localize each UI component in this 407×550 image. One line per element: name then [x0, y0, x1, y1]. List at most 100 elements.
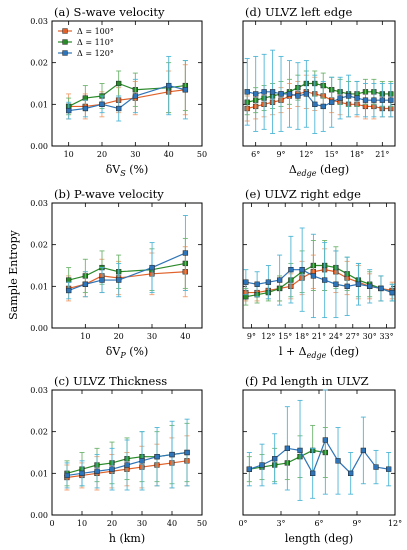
y-tick-label: 0.02 [30, 59, 48, 68]
series-d120 [66, 55, 189, 122]
legend-label: Δ = 100° [77, 27, 114, 36]
x-tick-label: 0 [49, 519, 54, 528]
data-point [269, 89, 276, 95]
panel-title: (f) Pd length in ULVZ [245, 374, 369, 388]
legend-marker [62, 39, 68, 45]
data-point [286, 91, 293, 97]
x-axis-label-main: length (deg) [285, 532, 353, 545]
data-point [378, 285, 384, 292]
x-axis-label: δVS (%) [106, 163, 149, 178]
y-tick-label: 0.01 [30, 282, 48, 291]
series-line [247, 91, 391, 108]
data-point [295, 93, 301, 99]
data-point [367, 283, 373, 289]
x-tick-label: 20 [97, 150, 107, 159]
series-d110 [244, 70, 394, 116]
y-tick-label: 0.02 [30, 241, 48, 250]
data-point [310, 273, 317, 279]
data-point [388, 97, 394, 103]
y-tick-label: 0.00 [30, 511, 48, 520]
y-tick-label: 0.02 [30, 428, 48, 437]
data-point [348, 470, 354, 476]
series-d120 [246, 389, 392, 501]
panel-title: (b) P-wave velocity [54, 187, 164, 201]
legend-marker [62, 50, 68, 56]
x-tick-label: 50 [197, 519, 207, 528]
data-point [182, 250, 189, 256]
data-point [116, 277, 122, 283]
panel-d: (d) ULVZ left edge 6° 9° 12° 15° 18° 21° Δedge … [242, 5, 396, 178]
data-point [169, 451, 175, 458]
data-point [66, 107, 72, 114]
data-point [354, 95, 360, 101]
data-point [345, 93, 352, 99]
data-point [335, 458, 341, 464]
data-point [360, 447, 367, 454]
x-tick-label: 10 [64, 150, 74, 159]
x-tick-label: 3° [276, 519, 285, 528]
data-point [109, 466, 115, 472]
data-point [82, 281, 89, 287]
legend-marker [62, 28, 68, 34]
series-d100 [244, 74, 394, 122]
legend-label: Δ = 110° [77, 38, 114, 47]
data-point [79, 470, 85, 476]
panel-title: (c) ULVZ Thickness [54, 374, 167, 388]
data-point [297, 447, 303, 454]
data-point [299, 267, 305, 273]
data-point [154, 454, 160, 460]
data-point [322, 437, 329, 443]
x-tick-label: 40 [167, 519, 177, 528]
y-tick-label: 0.01 [30, 100, 48, 109]
x-axis-label-tail: (%) [126, 345, 149, 358]
data-point [303, 91, 310, 97]
series-d120 [64, 418, 190, 491]
data-point [362, 97, 369, 103]
legend-label: Δ = 120° [77, 49, 114, 58]
plot-frame [242, 20, 396, 147]
panel-f: (f) Pd length in ULVZ 0° 3° 6° 9° 12° length (… [238, 374, 402, 545]
data-point [124, 462, 130, 468]
y-tick-label: 0.03 [30, 386, 48, 395]
series-line [68, 252, 186, 292]
series-d120 [66, 215, 189, 300]
x-tick-label: 18° [295, 332, 309, 341]
plot-frame [51, 20, 203, 147]
x-axis-label-main: h (km) [109, 532, 145, 545]
x-axis-label-main: l + Δ [279, 345, 307, 358]
plot-frame [51, 389, 203, 516]
legend: Δ = 100° Δ = 110° Δ = 120° [58, 27, 114, 58]
x-tick-label: 24° [329, 332, 343, 341]
data-point [389, 289, 395, 296]
data-point [253, 91, 259, 97]
data-point [132, 93, 139, 99]
data-point [94, 468, 100, 474]
x-tick-label: 6° [314, 519, 323, 528]
x-axis-label-tail: (deg) [316, 163, 349, 176]
x-tick-label: 15° [278, 332, 292, 341]
data-point [99, 277, 105, 283]
x-tick-label: 6° [251, 150, 260, 159]
data-point [265, 279, 272, 285]
data-point [312, 101, 318, 107]
series-line [247, 82, 391, 103]
x-tick-label: 33° [379, 332, 393, 341]
x-tick-label: 9° [276, 150, 285, 159]
x-tick-label: 12° [261, 332, 275, 341]
x-tick-label: 30° [363, 332, 377, 341]
panel-b: (b) P-wave velocity 0.00 0.01 0.02 0.03 10 20 3… [30, 187, 203, 360]
data-point [99, 101, 105, 107]
x-axis-label-tail: (%) [126, 163, 149, 176]
panels: (a) S-wave velocity 0.00 0.01 0.02 0.03 10 20 3… [30, 5, 402, 545]
x-axis-label-sub: edge [307, 351, 327, 360]
series-line [249, 438, 389, 475]
x-tick-label: 9° [352, 519, 361, 528]
x-tick-label: 21° [375, 150, 389, 159]
data-point [355, 281, 362, 287]
data-point [371, 97, 377, 103]
x-tick-label: 30 [147, 332, 157, 341]
data-point [278, 91, 284, 97]
data-point [386, 466, 392, 472]
